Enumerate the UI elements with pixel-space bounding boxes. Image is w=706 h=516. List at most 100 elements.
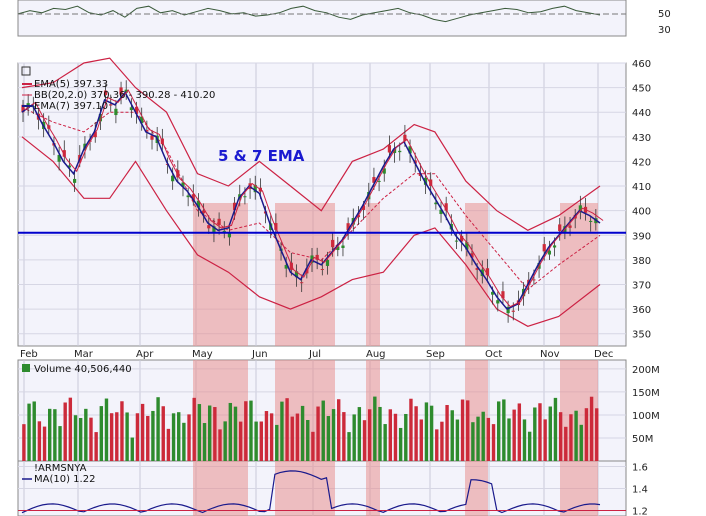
- candle-body: [589, 220, 593, 222]
- shade-lower: [275, 360, 335, 516]
- x-tick-label: Aug: [366, 349, 386, 360]
- candle-body: [243, 196, 247, 198]
- volume-bar: [187, 414, 191, 461]
- volume-bar: [450, 410, 454, 461]
- candle-body: [454, 240, 459, 242]
- volume-bar: [548, 406, 552, 461]
- ema7-legend: EMA(7) 397.10: [34, 101, 108, 112]
- candle-body: [145, 130, 149, 132]
- volume-title: Volume 40,506,440: [34, 364, 132, 375]
- candle-body: [552, 245, 557, 248]
- volume-bar: [311, 431, 315, 461]
- volume-swatch: [22, 364, 30, 372]
- candle-body: [511, 310, 515, 312]
- volume-bar: [455, 419, 460, 461]
- volume-bar: [94, 432, 98, 461]
- candle-body: [558, 224, 562, 232]
- volume-bar: [435, 429, 439, 461]
- price-tick-label: 400: [632, 207, 651, 218]
- candle-body: [274, 223, 278, 230]
- volume-bar: [249, 400, 253, 461]
- volume-bar: [115, 412, 119, 461]
- volume-bar: [347, 432, 351, 461]
- candle-body: [196, 200, 201, 208]
- candle-body: [114, 108, 118, 116]
- candle-body: [403, 134, 407, 142]
- candle-body: [398, 150, 402, 153]
- volume-tick-label: 150M: [632, 388, 660, 399]
- volume-bar: [429, 405, 434, 461]
- breadth-series: [18, 470, 626, 514]
- x-tick-label: Oct: [485, 349, 502, 360]
- candle-body: [336, 246, 340, 251]
- volume-bar: [259, 421, 263, 461]
- volume-bar: [32, 401, 36, 461]
- volume-bar: [300, 405, 305, 461]
- volume-bar: [156, 397, 160, 461]
- volume-bar: [202, 423, 207, 461]
- volume-tick-label: 100M: [632, 411, 660, 422]
- volume-bar: [73, 415, 78, 461]
- bb-upper: [21, 57, 601, 231]
- candle-body: [444, 203, 448, 211]
- volume-bar: [146, 415, 150, 461]
- volume-bar: [27, 403, 31, 461]
- candle-body: [150, 135, 154, 140]
- candle-body: [331, 239, 335, 248]
- volume-bar: [244, 401, 248, 461]
- volume-bar: [507, 418, 511, 461]
- candle-body: [21, 104, 25, 113]
- volume-bar: [37, 421, 42, 461]
- volume-bar: [496, 401, 501, 461]
- volume-bar: [120, 401, 124, 461]
- x-tick-label: Apr: [136, 349, 154, 360]
- candle-body: [171, 175, 175, 182]
- candle-body: [320, 268, 324, 270]
- price-tick-label: 380: [632, 256, 651, 267]
- volume-bar: [290, 416, 294, 461]
- volume-bar: [502, 399, 506, 461]
- price-tick-label: 350: [632, 330, 651, 341]
- volume-bar: [58, 426, 62, 461]
- candle-body: [232, 202, 237, 211]
- volume-bar: [393, 413, 398, 461]
- volume-bar: [466, 400, 470, 461]
- candle-body: [362, 205, 366, 210]
- candle-body: [129, 107, 133, 111]
- volume-bar: [553, 397, 558, 461]
- volume-bar: [213, 407, 217, 461]
- volume-bar: [419, 419, 423, 461]
- volume-bar: [476, 416, 480, 461]
- volume-bar: [135, 413, 140, 461]
- candle-body: [181, 182, 185, 187]
- y-axis-labels: 350 360 370 380 390 400 410 420 430 440 450 460 50 30…: [632, 9, 671, 516]
- volume-bar: [558, 412, 563, 461]
- x-tick-label: Dec: [594, 349, 613, 360]
- volume-bar: [218, 429, 222, 461]
- candle-body: [191, 194, 195, 201]
- ema7-line: [21, 91, 601, 311]
- x-tick-label: Nov: [540, 349, 560, 360]
- candle-body: [341, 245, 345, 249]
- candle-body: [439, 209, 443, 215]
- volume-bar: [471, 422, 475, 461]
- volume-bar: [192, 397, 196, 461]
- volume-bar: [182, 422, 186, 461]
- candle-body: [62, 150, 66, 157]
- candle-body: [140, 116, 144, 124]
- x-tick-label: Jul: [308, 349, 321, 360]
- candle-body: [346, 223, 350, 231]
- candle-body: [387, 145, 392, 153]
- volume-bar: [486, 417, 491, 461]
- volume-bar: [357, 407, 362, 461]
- price-tick-label: 410: [632, 182, 651, 193]
- ema-annotation: 5 & 7 EMA: [218, 147, 305, 165]
- volume-bar: [445, 405, 449, 461]
- candle-body: [367, 191, 371, 200]
- volume-bar: [460, 399, 465, 461]
- bb-middle: [21, 106, 601, 291]
- volume-bar: [233, 406, 238, 461]
- candle-body: [408, 146, 412, 154]
- candle-body: [325, 259, 330, 266]
- volume-bar: [238, 421, 243, 461]
